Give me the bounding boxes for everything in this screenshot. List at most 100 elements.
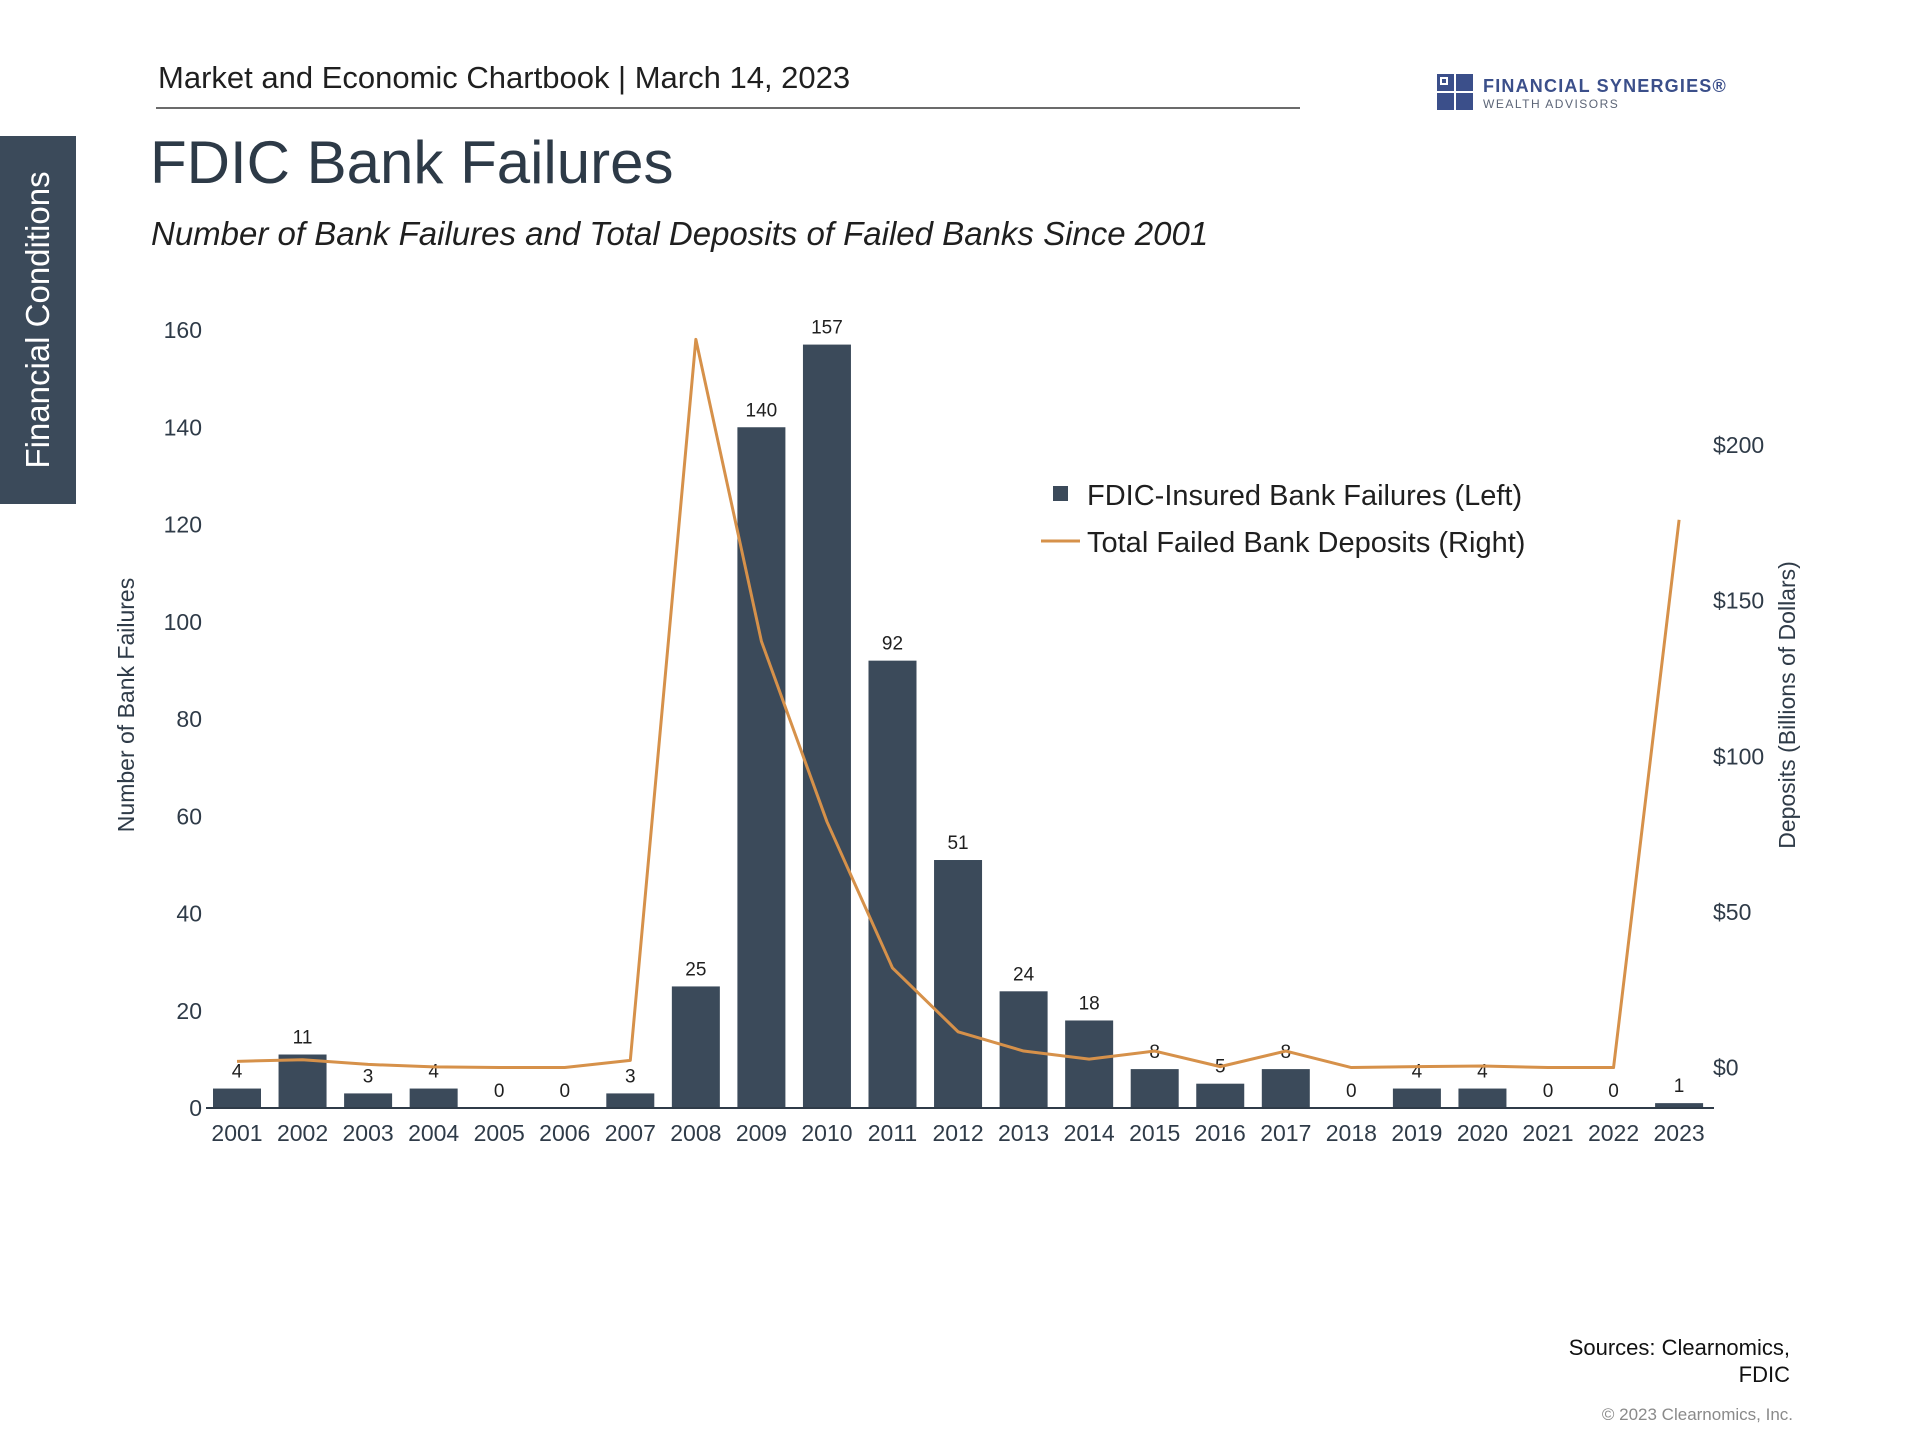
- right-axis-ticks: $0 $50 $100 $150 $200: [1713, 432, 1764, 1080]
- x-tick-label: 2017: [1260, 1120, 1311, 1146]
- x-tick-label: 2020: [1457, 1120, 1508, 1146]
- x-tick-label: 2023: [1654, 1120, 1705, 1146]
- sources-line-2: FDIC: [1738, 1362, 1790, 1387]
- bar-data-label: 3: [363, 1066, 374, 1087]
- bar-data-label: 51: [947, 833, 968, 854]
- legend-line-label: Total Failed Bank Deposits (Right): [1087, 527, 1525, 559]
- page-title: FDIC Bank Failures: [150, 129, 674, 196]
- bar: [737, 427, 786, 1108]
- bar: [934, 860, 983, 1108]
- bar-data-label: 0: [1608, 1081, 1619, 1102]
- bar: [344, 1093, 393, 1108]
- x-tick-label: 2008: [670, 1120, 721, 1146]
- x-tick-label: 2004: [408, 1120, 459, 1146]
- bar-data-label: 18: [1079, 993, 1100, 1014]
- chart-legend: FDIC-Insured Bank Failures (Left) Total …: [1041, 480, 1525, 559]
- x-tick-label: 2018: [1326, 1120, 1377, 1146]
- header-divider: [156, 107, 1300, 109]
- y-tick-label: 100: [164, 609, 202, 635]
- bar: [1196, 1083, 1245, 1108]
- y2-tick-label: $200: [1713, 432, 1764, 458]
- bar-data-label: 4: [232, 1062, 243, 1083]
- y-tick-label: 60: [176, 803, 202, 829]
- bar-data-label: 24: [1013, 964, 1035, 985]
- bar: [802, 344, 851, 1108]
- x-tick-label: 2007: [605, 1120, 656, 1146]
- x-axis-ticks: 2001 2002 2003 2004 2005 2006 2007 2008 2009 2010…: [211, 1120, 1704, 1146]
- bar-data-label: 8: [1149, 1042, 1160, 1063]
- y-tick-label: 140: [164, 414, 202, 440]
- bar-data-label: 11: [293, 1028, 313, 1049]
- bar: [213, 1088, 261, 1108]
- bar-data-label: 157: [811, 318, 843, 339]
- x-tick-label: 2009: [736, 1120, 787, 1146]
- x-tick-label: 2003: [343, 1120, 394, 1146]
- deposits-line: [236, 337, 1681, 1070]
- left-axis-title: Number of Bank Failures: [113, 578, 139, 832]
- x-tick-label: 2019: [1391, 1120, 1442, 1146]
- legend-bar-label: FDIC-Insured Bank Failures (Left): [1087, 480, 1522, 512]
- y-tick-label: 160: [164, 317, 202, 343]
- x-tick-label: 2011: [868, 1120, 917, 1146]
- bar: [1655, 1103, 1704, 1108]
- bar-data-label: 0: [1346, 1081, 1357, 1102]
- bar: [1392, 1088, 1441, 1108]
- y-tick-label: 40: [176, 901, 202, 927]
- logo-grid-icon: [1437, 74, 1473, 110]
- x-tick-label: 2006: [539, 1120, 590, 1146]
- bar: [409, 1088, 458, 1108]
- bar: [1261, 1069, 1310, 1108]
- bar-data-label: 0: [1543, 1081, 1554, 1102]
- x-tick-label: 2021: [1522, 1120, 1573, 1146]
- y2-tick-label: $50: [1713, 899, 1751, 925]
- bar-data-label: 92: [882, 634, 903, 655]
- x-tick-label: 2013: [998, 1120, 1049, 1146]
- bar-data-label: 8: [1281, 1042, 1292, 1063]
- legend-bar-swatch: [1053, 486, 1068, 501]
- page-subtitle: Number of Bank Failures and Total Deposi…: [151, 215, 1209, 252]
- bar: [278, 1054, 327, 1108]
- logo-subtitle: WEALTH ADVISORS: [1483, 97, 1620, 111]
- y-tick-label: 20: [176, 998, 202, 1024]
- copyright: © 2023 Clearnomics, Inc.: [1601, 1405, 1793, 1424]
- bar-data-label: 3: [625, 1066, 636, 1087]
- y2-tick-label: $0: [1713, 1055, 1739, 1081]
- section-tab: Financial Conditions: [0, 136, 76, 504]
- y-tick-label: 80: [176, 706, 202, 732]
- y-tick-label: 120: [164, 512, 202, 538]
- x-tick-label: 2022: [1588, 1120, 1639, 1146]
- bar: [868, 660, 917, 1108]
- bar: [671, 986, 720, 1108]
- x-tick-label: 2002: [277, 1120, 328, 1146]
- bar-series: [213, 344, 1704, 1108]
- bar-data-label: 4: [1412, 1062, 1423, 1083]
- bar-data-label: 1: [1674, 1076, 1685, 1097]
- bar: [606, 1093, 655, 1108]
- company-logo: FINANCIAL SYNERGIES® WEALTH ADVISORS: [1437, 74, 1757, 114]
- left-axis-ticks: 0 20 40 60 80 100 120 140 160: [164, 317, 213, 1121]
- x-tick-label: 2005: [474, 1120, 525, 1146]
- bar: [1065, 1020, 1114, 1108]
- bar-data-label: 0: [494, 1081, 505, 1102]
- bar: [1458, 1088, 1507, 1108]
- sources-line-1: Sources: Clearnomics,: [1568, 1335, 1790, 1360]
- x-tick-label: 2014: [1064, 1120, 1115, 1146]
- logo-name: FINANCIAL SYNERGIES®: [1483, 76, 1727, 96]
- y-tick-label: 0: [189, 1095, 202, 1121]
- y2-tick-label: $150: [1713, 588, 1764, 614]
- bar-data-label: 4: [1477, 1062, 1488, 1083]
- bar: [1130, 1069, 1179, 1108]
- x-tick-label: 2001: [211, 1120, 262, 1146]
- x-tick-label: 2010: [801, 1120, 852, 1146]
- bar-data-label: 25: [685, 959, 706, 980]
- bar-data-label: 140: [746, 400, 778, 421]
- sources-note: Sources: Clearnomics, FDIC: [1490, 1334, 1790, 1388]
- x-tick-label: 2016: [1195, 1120, 1246, 1146]
- y2-tick-label: $100: [1713, 743, 1764, 769]
- bar-data-label: 0: [559, 1081, 570, 1102]
- bar-data-label: 4: [428, 1062, 439, 1083]
- right-axis-title: Deposits (Billions of Dollars): [1774, 561, 1800, 849]
- x-tick-label: 2015: [1129, 1120, 1180, 1146]
